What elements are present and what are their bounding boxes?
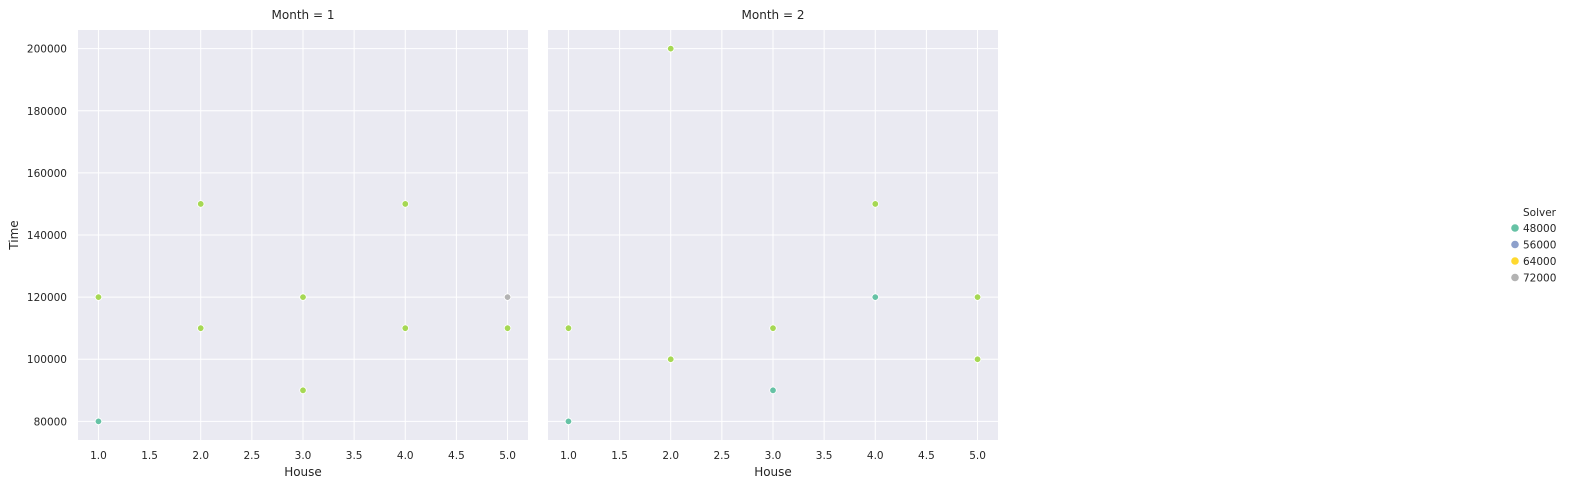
x-tick-label: 4.5	[448, 450, 465, 462]
data-point	[503, 324, 512, 332]
data-point	[503, 293, 512, 301]
x-tick-label: 1.5	[141, 450, 158, 462]
panel-2-points	[564, 44, 982, 426]
panel-1-title: Month = 1	[272, 8, 335, 22]
legend-marker	[1511, 257, 1519, 265]
data-point	[769, 386, 777, 395]
data-point	[769, 324, 777, 332]
y-tick-label: 100000	[27, 354, 67, 366]
x-tick-label: 4.5	[918, 450, 935, 462]
y-tick-label: 140000	[27, 230, 67, 242]
legend-label: 48000	[1523, 223, 1556, 235]
data-point	[94, 417, 103, 426]
data-point	[667, 44, 675, 53]
data-point	[973, 355, 982, 363]
y-tick-label: 80000	[34, 416, 67, 428]
x-tick-label: 4.0	[397, 450, 414, 462]
y-tick-label: 200000	[27, 44, 67, 56]
legend-label: 56000	[1523, 240, 1556, 252]
x-tick-label: 2.0	[192, 450, 209, 462]
data-point	[94, 293, 103, 301]
y-ticks: 80000 100000 120000 140000 160000 180000 20000…	[27, 44, 67, 429]
panel-2-x-ticks: 1.0 1.5 2.0 2.5 3.0 3.5 4.0 4.5 5.0	[560, 450, 986, 462]
x-tick-label: 2.5	[714, 450, 731, 462]
data-point	[401, 200, 409, 208]
panel-month-1: Month = 1 1.0 1.5 2.0 2.5 3.0 3.5 4.0 4.5 5.0 80…	[7, 8, 528, 479]
x-tick-label: 4.0	[867, 450, 884, 462]
panel-2-grid	[548, 30, 998, 440]
legend-label: 72000	[1523, 273, 1556, 285]
y-tick-label: 180000	[27, 106, 67, 118]
data-point	[564, 324, 573, 332]
data-point	[401, 324, 409, 332]
y-axis-label: Time	[7, 220, 21, 250]
data-point	[197, 324, 205, 332]
panel-2-x-axis-label: House	[754, 465, 792, 479]
x-tick-label: 1.0	[560, 450, 577, 462]
data-point	[871, 200, 879, 208]
y-tick-label: 120000	[27, 292, 67, 304]
x-tick-label: 5.0	[969, 450, 986, 462]
panel-1-grid	[78, 30, 528, 440]
data-point	[564, 417, 573, 426]
x-tick-label: 2.0	[662, 450, 679, 462]
panel-month-2: Month = 2 1.0 1.5 2.0 2.5 3.0 3.5 4.0 4.5 5.0 Ho…	[548, 8, 998, 479]
x-tick-label: 5.0	[499, 450, 516, 462]
legend-marker	[1511, 273, 1519, 282]
legend-label: 64000	[1523, 256, 1556, 268]
panel-2-title: Month = 2	[742, 8, 805, 22]
x-tick-label: 2.5	[244, 450, 261, 462]
legend: Solver 48000 56000 64000 72000	[1511, 207, 1557, 285]
x-tick-label: 3.0	[765, 450, 782, 462]
y-tick-label: 160000	[27, 168, 67, 180]
legend-marker	[1511, 240, 1519, 249]
x-tick-label: 1.5	[611, 450, 628, 462]
x-tick-label: 3.0	[295, 450, 312, 462]
panel-1-points	[94, 200, 512, 426]
data-point	[973, 293, 982, 301]
data-point	[197, 200, 205, 208]
x-tick-label: 1.0	[90, 450, 107, 462]
x-tick-label: 3.5	[816, 450, 833, 462]
legend-title: Solver	[1523, 207, 1557, 219]
panel-1-x-axis-label: House	[284, 465, 322, 479]
data-point	[299, 386, 307, 395]
data-point	[667, 355, 675, 363]
panel-1-x-ticks: 1.0 1.5 2.0 2.5 3.0 3.5 4.0 4.5 5.0	[90, 450, 516, 462]
x-tick-label: 3.5	[346, 450, 363, 462]
legend-marker	[1511, 224, 1519, 232]
data-point	[299, 293, 307, 301]
data-point	[871, 293, 879, 301]
